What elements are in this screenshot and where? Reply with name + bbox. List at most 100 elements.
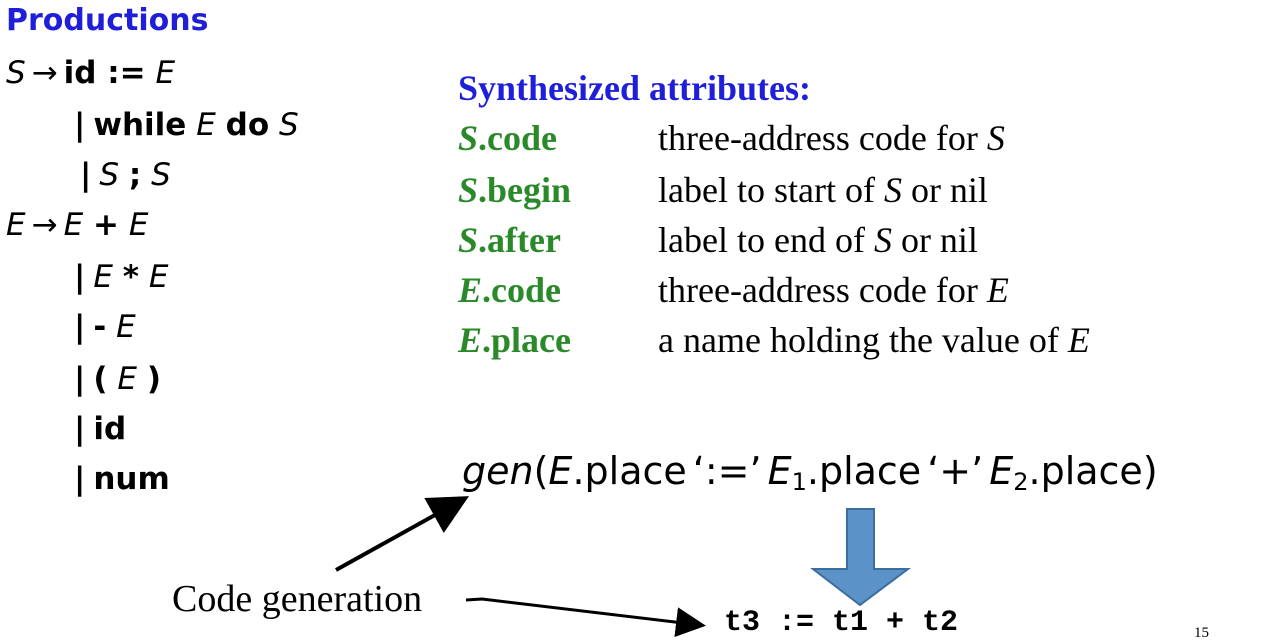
attribute-description: label to start of S or nil [658,172,988,208]
gen-assign-quote: ‘:=’ [692,449,762,493]
production-nonterminal: E [155,55,176,91]
attribute-nonterminal: E [458,270,483,310]
attribute-name: E.code [458,272,658,308]
attribute-name: E.place [458,322,658,358]
attribute-description-nonterminal: S [883,170,902,210]
alternative-bar: | [74,107,86,143]
attribute-description: three-address code for E [658,272,1009,308]
production-terminal: * [122,259,139,295]
attribute-description: label to end of S or nil [658,222,978,258]
alternative-bar: | [74,411,86,447]
production-line: S → id := E [6,58,175,89]
production-terminal: ) [146,361,161,397]
productions-title: Productions [6,3,209,38]
production-nonterminal: S [99,157,120,193]
produces-arrow: → [31,207,58,243]
production-nonterminal: S [279,107,299,143]
production-terminal: + [93,207,120,243]
production-line: | S ; S [80,160,171,191]
attribute-name: S.begin [458,172,658,208]
attribute-nonterminal: S [458,118,479,158]
production-nonterminal: E [196,107,216,143]
alternative-bar: | [74,259,86,295]
production-terminal: do [225,107,270,143]
arrow-to-gen [335,496,469,572]
gen-open-paren: ( [533,449,549,493]
attribute-name: S.code [458,120,658,156]
attribute-description-text: three-address code for [658,270,987,310]
production-nonterminal: E [117,361,137,397]
gen-expression: gen(E.place ‘:=’ E1.place ‘+’ E2.place) [462,449,1158,494]
production-lhs: E [6,207,26,243]
attribute-row: S.code three-address code for S [458,120,1005,156]
attribute-field: .code [478,118,558,158]
production-line: | id [74,414,126,445]
attribute-field: .code [482,270,561,310]
gen-function-name: gen [462,449,534,493]
attribute-description-text: label to end of [658,220,874,260]
alternative-bar: | [74,361,86,397]
attribute-description-text: a name holding the value of [658,320,1068,360]
gen-e2-subscript: 2 [1013,468,1029,496]
gen-place-1: .place [572,449,687,493]
alternative-bar: | [74,461,86,497]
gen-place-3: .place [1028,449,1143,493]
production-line: E → E + E [6,210,148,241]
alternative-bar: | [80,157,92,193]
production-terminal: - [93,309,107,345]
page-number: 15 [1194,625,1209,641]
attribute-description-text: three-address code for [658,118,987,158]
production-terminal: ; [128,157,142,193]
gen-e2: E [989,449,1014,493]
down-block-arrow [810,508,911,607]
production-line: |( E ) [74,364,161,395]
attribute-description: a name holding the value of E [658,322,1090,358]
production-line: | - E [74,312,136,343]
production-terminal: num [93,461,170,497]
production-nonterminal: E [148,259,169,295]
attribute-row: S.after label to end of S or nil [458,222,978,258]
alternative-bar: | [74,309,86,345]
gen-e: E [548,449,573,493]
attribute-description-text: label to start of [658,170,884,210]
gen-place-2: .place [806,449,922,493]
gen-close-paren: ) [1142,449,1158,493]
attribute-row: S.begin label to start of S or nil [458,172,988,208]
attribute-description: three-address code for S [658,120,1005,156]
attribute-field: .after [478,220,561,260]
attribute-row: E.code three-address code for E [458,272,1009,308]
attribute-row: E.place a name holding the value of E [458,322,1090,358]
attribute-description-suffix: or nil [901,170,988,210]
production-nonterminal: E [63,207,84,243]
attribute-nonterminal: E [458,320,483,360]
gen-e1-subscript: 1 [791,468,807,496]
production-lhs: S [6,55,26,91]
arrow-to-three-address [465,597,706,638]
three-address-code: t3 := t1 + t2 [724,606,959,640]
production-nonterminal: E [128,207,149,243]
attribute-description-nonterminal: S [986,118,1005,158]
production-line: | E * E [74,262,168,293]
attribute-nonterminal: S [458,220,479,260]
synthesized-attributes-title: Synthesized attributes: [458,68,811,108]
gen-plus-quote: ‘+’ [927,449,984,493]
production-terminal: while [93,107,187,143]
attribute-description-suffix: or nil [891,220,978,260]
produces-arrow: → [31,55,58,91]
production-terminal: id := [63,55,146,91]
production-terminal: id [93,411,127,447]
attribute-field: .begin [478,170,572,210]
production-terminal: ( [93,361,108,397]
attribute-field: .place [482,320,571,360]
production-nonterminal: E [93,259,113,295]
production-nonterminal: E [116,309,136,345]
code-generation-label: Code generation [172,578,423,620]
gen-e1: E [767,449,792,493]
attribute-description-nonterminal: E [1067,320,1090,360]
attribute-nonterminal: S [458,170,479,210]
attribute-description-nonterminal: S [873,220,892,260]
production-line: | while E do S [74,110,299,141]
production-line: | num [74,464,170,495]
attribute-description-nonterminal: E [986,270,1009,310]
